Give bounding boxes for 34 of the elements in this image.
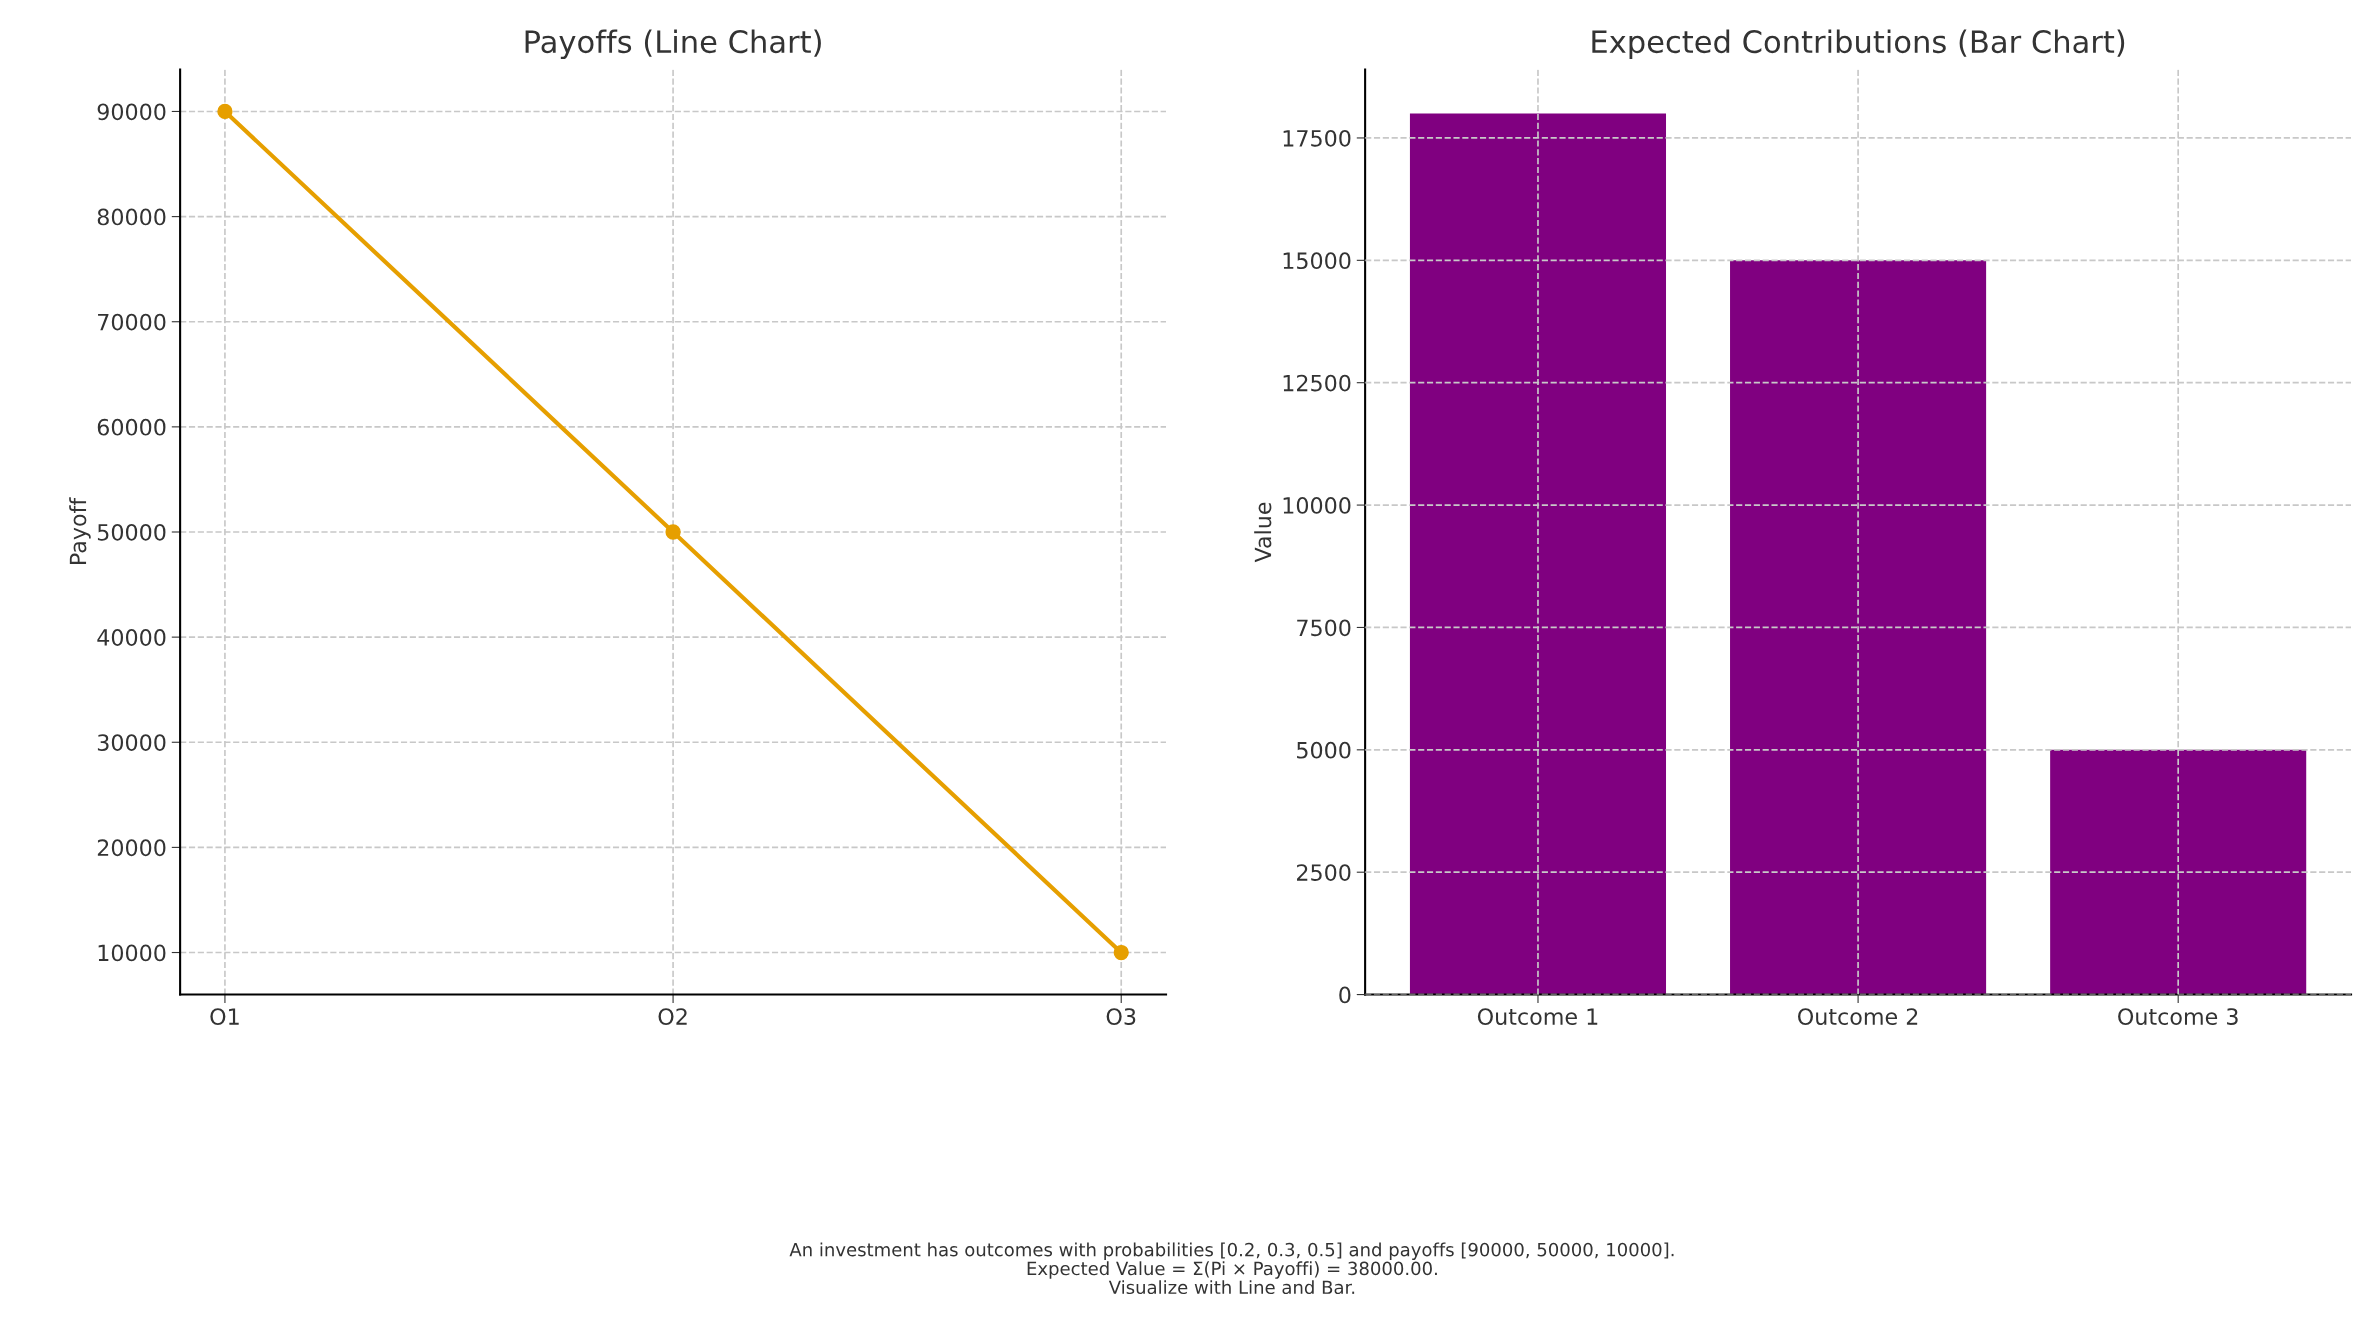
bar <box>2050 749 2307 995</box>
y-tick-label: 20000 <box>97 839 166 857</box>
point <box>217 103 233 120</box>
y-tick-label: 5000 <box>1297 741 1351 759</box>
y-axis-title: Value <box>1254 502 1272 563</box>
bar <box>1730 260 1987 995</box>
point <box>665 524 681 540</box>
x-tick-label: Outcome 3 <box>2118 1008 2238 1025</box>
y-tick-label: 17500 <box>1283 129 1351 147</box>
chart-title: Expected Contributions (Bar Chart) <box>1592 29 2125 60</box>
y-tick-label: 2500 <box>1297 864 1351 881</box>
y-tick-label: 7500 <box>1297 619 1351 637</box>
y-tick-label: 15000 <box>1283 252 1351 270</box>
y-tick-label: 50000 <box>97 523 166 541</box>
y-tick-label: 40000 <box>97 629 166 646</box>
y-axis-title: Payoff <box>69 497 91 565</box>
x-tick-label: O3 <box>1106 1008 1136 1025</box>
y-tick-label: 70000 <box>98 313 166 331</box>
chart-title: Payoffs (Line Chart) <box>525 29 821 60</box>
y-tick-label: 90000 <box>97 103 166 121</box>
text: An investment has outcomes with probabilities [0.2, 0.3, 0.5] and payoffs [90000, 50000, 10000]. Expected Value = Σ(Pi × Payoffi) = 38000.00. Visualize with Line and Bar. <box>789 1242 1674 1295</box>
y-tick-label: 10000 <box>1283 497 1351 514</box>
y-tick-label: 10000 <box>98 944 166 962</box>
x-tick-label: Outcome 1 <box>1477 1008 1598 1025</box>
y-tick-label: 0 <box>1339 986 1351 1004</box>
x-tick-label: O1 <box>210 1008 239 1025</box>
bar <box>1409 113 1667 995</box>
point <box>1113 944 1129 961</box>
y-tick-label: 30000 <box>97 734 166 752</box>
y-tick-label: 12500 <box>1283 374 1351 392</box>
y-tick-label: 60000 <box>97 418 166 436</box>
y-tick-label: 80000 <box>97 208 166 226</box>
x-tick-label: O2 <box>658 1008 687 1025</box>
x-tick-label: Outcome 2 <box>1798 1008 1918 1025</box>
